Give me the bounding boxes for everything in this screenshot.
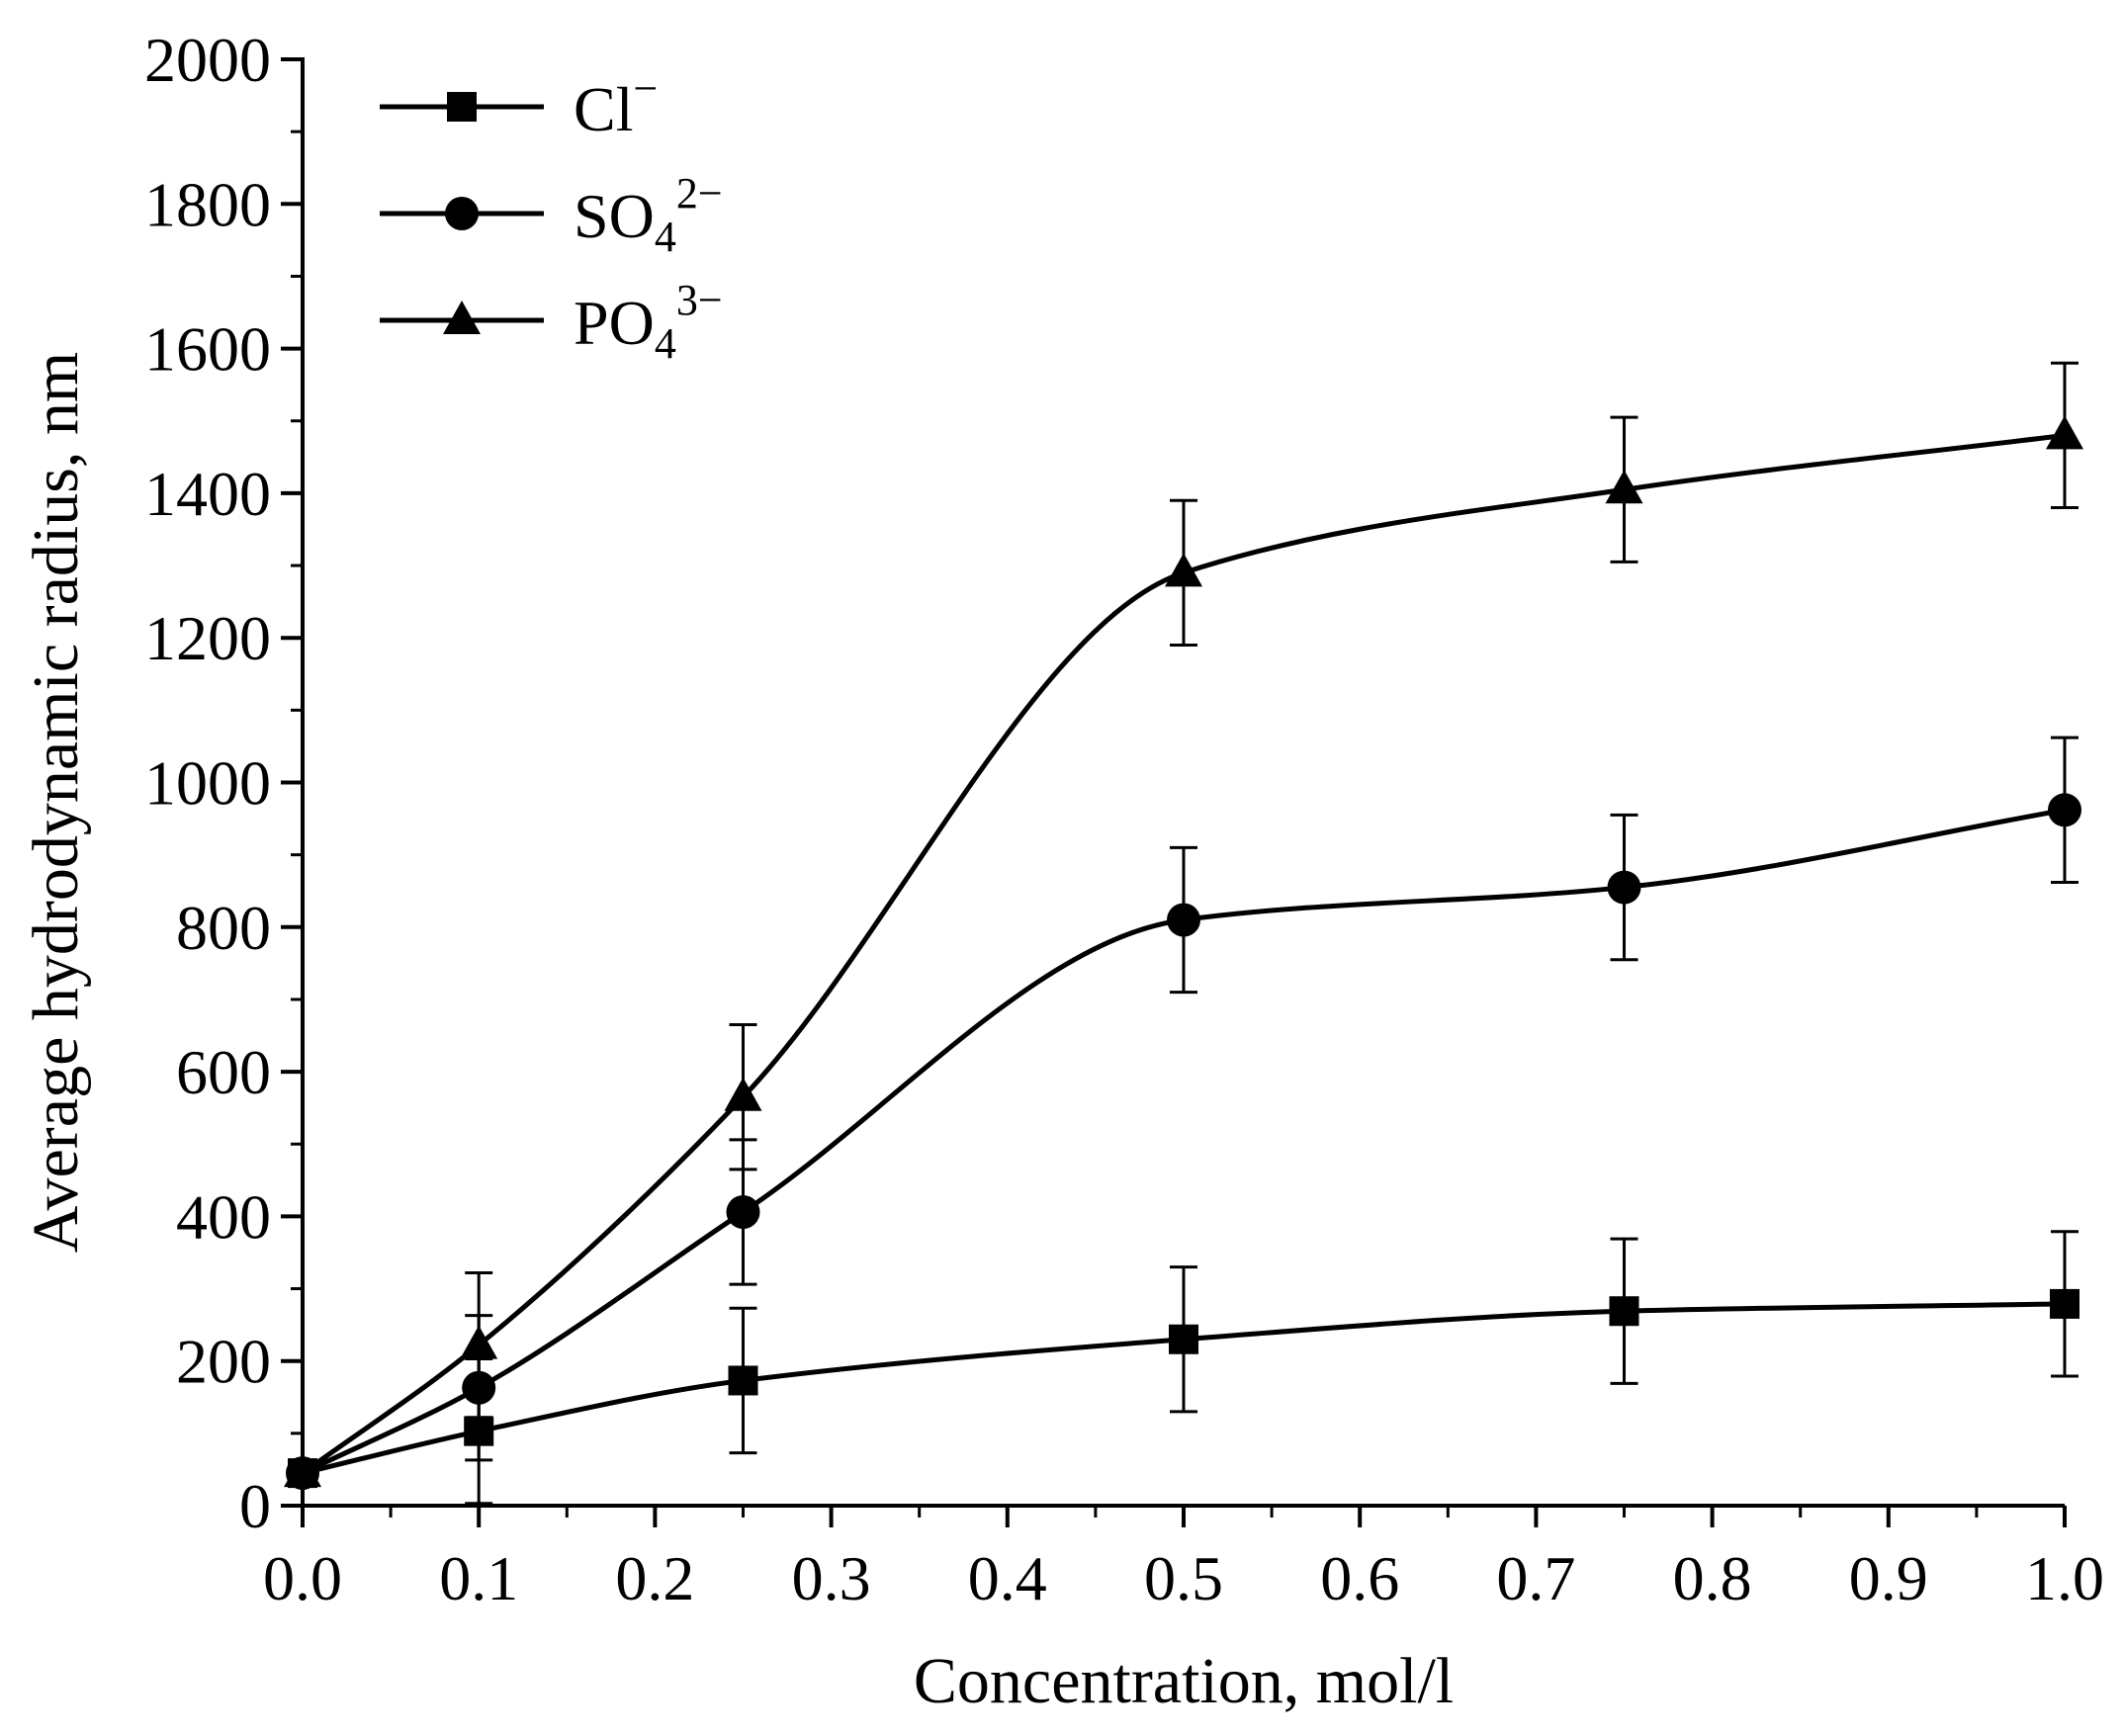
data-point (284, 1453, 321, 1488)
legend: Cl−SO42−PO43− (380, 64, 723, 368)
legend-entry: SO42− (380, 169, 723, 261)
series-square (288, 1230, 2079, 1506)
y-tick-label: 0 (239, 1471, 271, 1541)
data-point (460, 1325, 498, 1359)
y-tick-label: 1200 (144, 603, 271, 673)
y-axis-title: Average hydrodynamic radius, nm (20, 352, 92, 1254)
y-tick-label: 800 (176, 893, 271, 963)
x-tick-label: 0.7 (1496, 1543, 1575, 1613)
legend-entry: Cl− (380, 64, 658, 144)
data-point (1607, 870, 1641, 905)
x-tick-label: 0.6 (1320, 1543, 1399, 1613)
legend-label: SO42− (574, 169, 723, 261)
data-point (1169, 1324, 1198, 1354)
data-point (1609, 1296, 1639, 1327)
x-tick-label: 0.9 (1849, 1543, 1928, 1613)
series-line (301, 432, 2066, 1476)
x-tick-label: 1.0 (2025, 1543, 2104, 1613)
legend-label-main: SO (574, 181, 655, 251)
y-tick-label: 1000 (144, 748, 271, 819)
data-point (2046, 415, 2083, 450)
x-tick-label: 0.0 (263, 1543, 342, 1613)
series-layer (284, 361, 2083, 1506)
y-tick-label: 1600 (144, 314, 271, 385)
legend-entry: PO43− (380, 276, 723, 368)
legend-label-main: PO (574, 288, 655, 358)
data-point (724, 1077, 762, 1111)
x-tick-label: 0.3 (792, 1543, 871, 1613)
y-tick-label: 400 (176, 1181, 271, 1252)
legend-marker (443, 301, 481, 334)
legend-label: Cl− (574, 64, 658, 144)
series-triangle (284, 361, 2083, 1488)
legend-label-sup: − (633, 64, 658, 113)
y-tick-label: 600 (176, 1037, 271, 1107)
data-point (1605, 470, 1643, 504)
data-point (728, 1365, 758, 1396)
y-tick-label: 2000 (144, 25, 271, 95)
legend-label: PO43− (574, 276, 723, 368)
y-tick-label: 1400 (144, 459, 271, 529)
legend-marker (447, 92, 477, 122)
x-tick-label: 0.4 (968, 1543, 1047, 1613)
data-point (726, 1195, 760, 1230)
y-tick-label: 1800 (144, 169, 271, 239)
x-tick-label: 0.8 (1673, 1543, 1752, 1613)
axes: 0.0 0.1 0.2 0.3 0.4 0.5 0.6 0.7 0.8 0.9 1.0 0 200 400… (144, 25, 2104, 1613)
data-point (2048, 793, 2081, 827)
data-point (2050, 1288, 2079, 1319)
x-tick-label: 0.1 (439, 1543, 518, 1613)
legend-label-sup: 2− (676, 169, 723, 217)
y-tick-label: 200 (176, 1327, 271, 1397)
legend-marker (445, 197, 479, 230)
legend-label-sup: 3− (676, 276, 723, 324)
x-tick-label: 0.5 (1144, 1543, 1223, 1613)
legend-label-sub: 4 (655, 213, 676, 261)
data-point (1165, 553, 1202, 587)
x-axis-title: Concentration, mol/l (914, 1645, 1454, 1717)
legend-label-main: Cl (574, 74, 633, 144)
data-point (1167, 903, 1200, 937)
legend-label-sub: 4 (655, 319, 676, 368)
x-tick-label: 0.2 (615, 1543, 694, 1613)
